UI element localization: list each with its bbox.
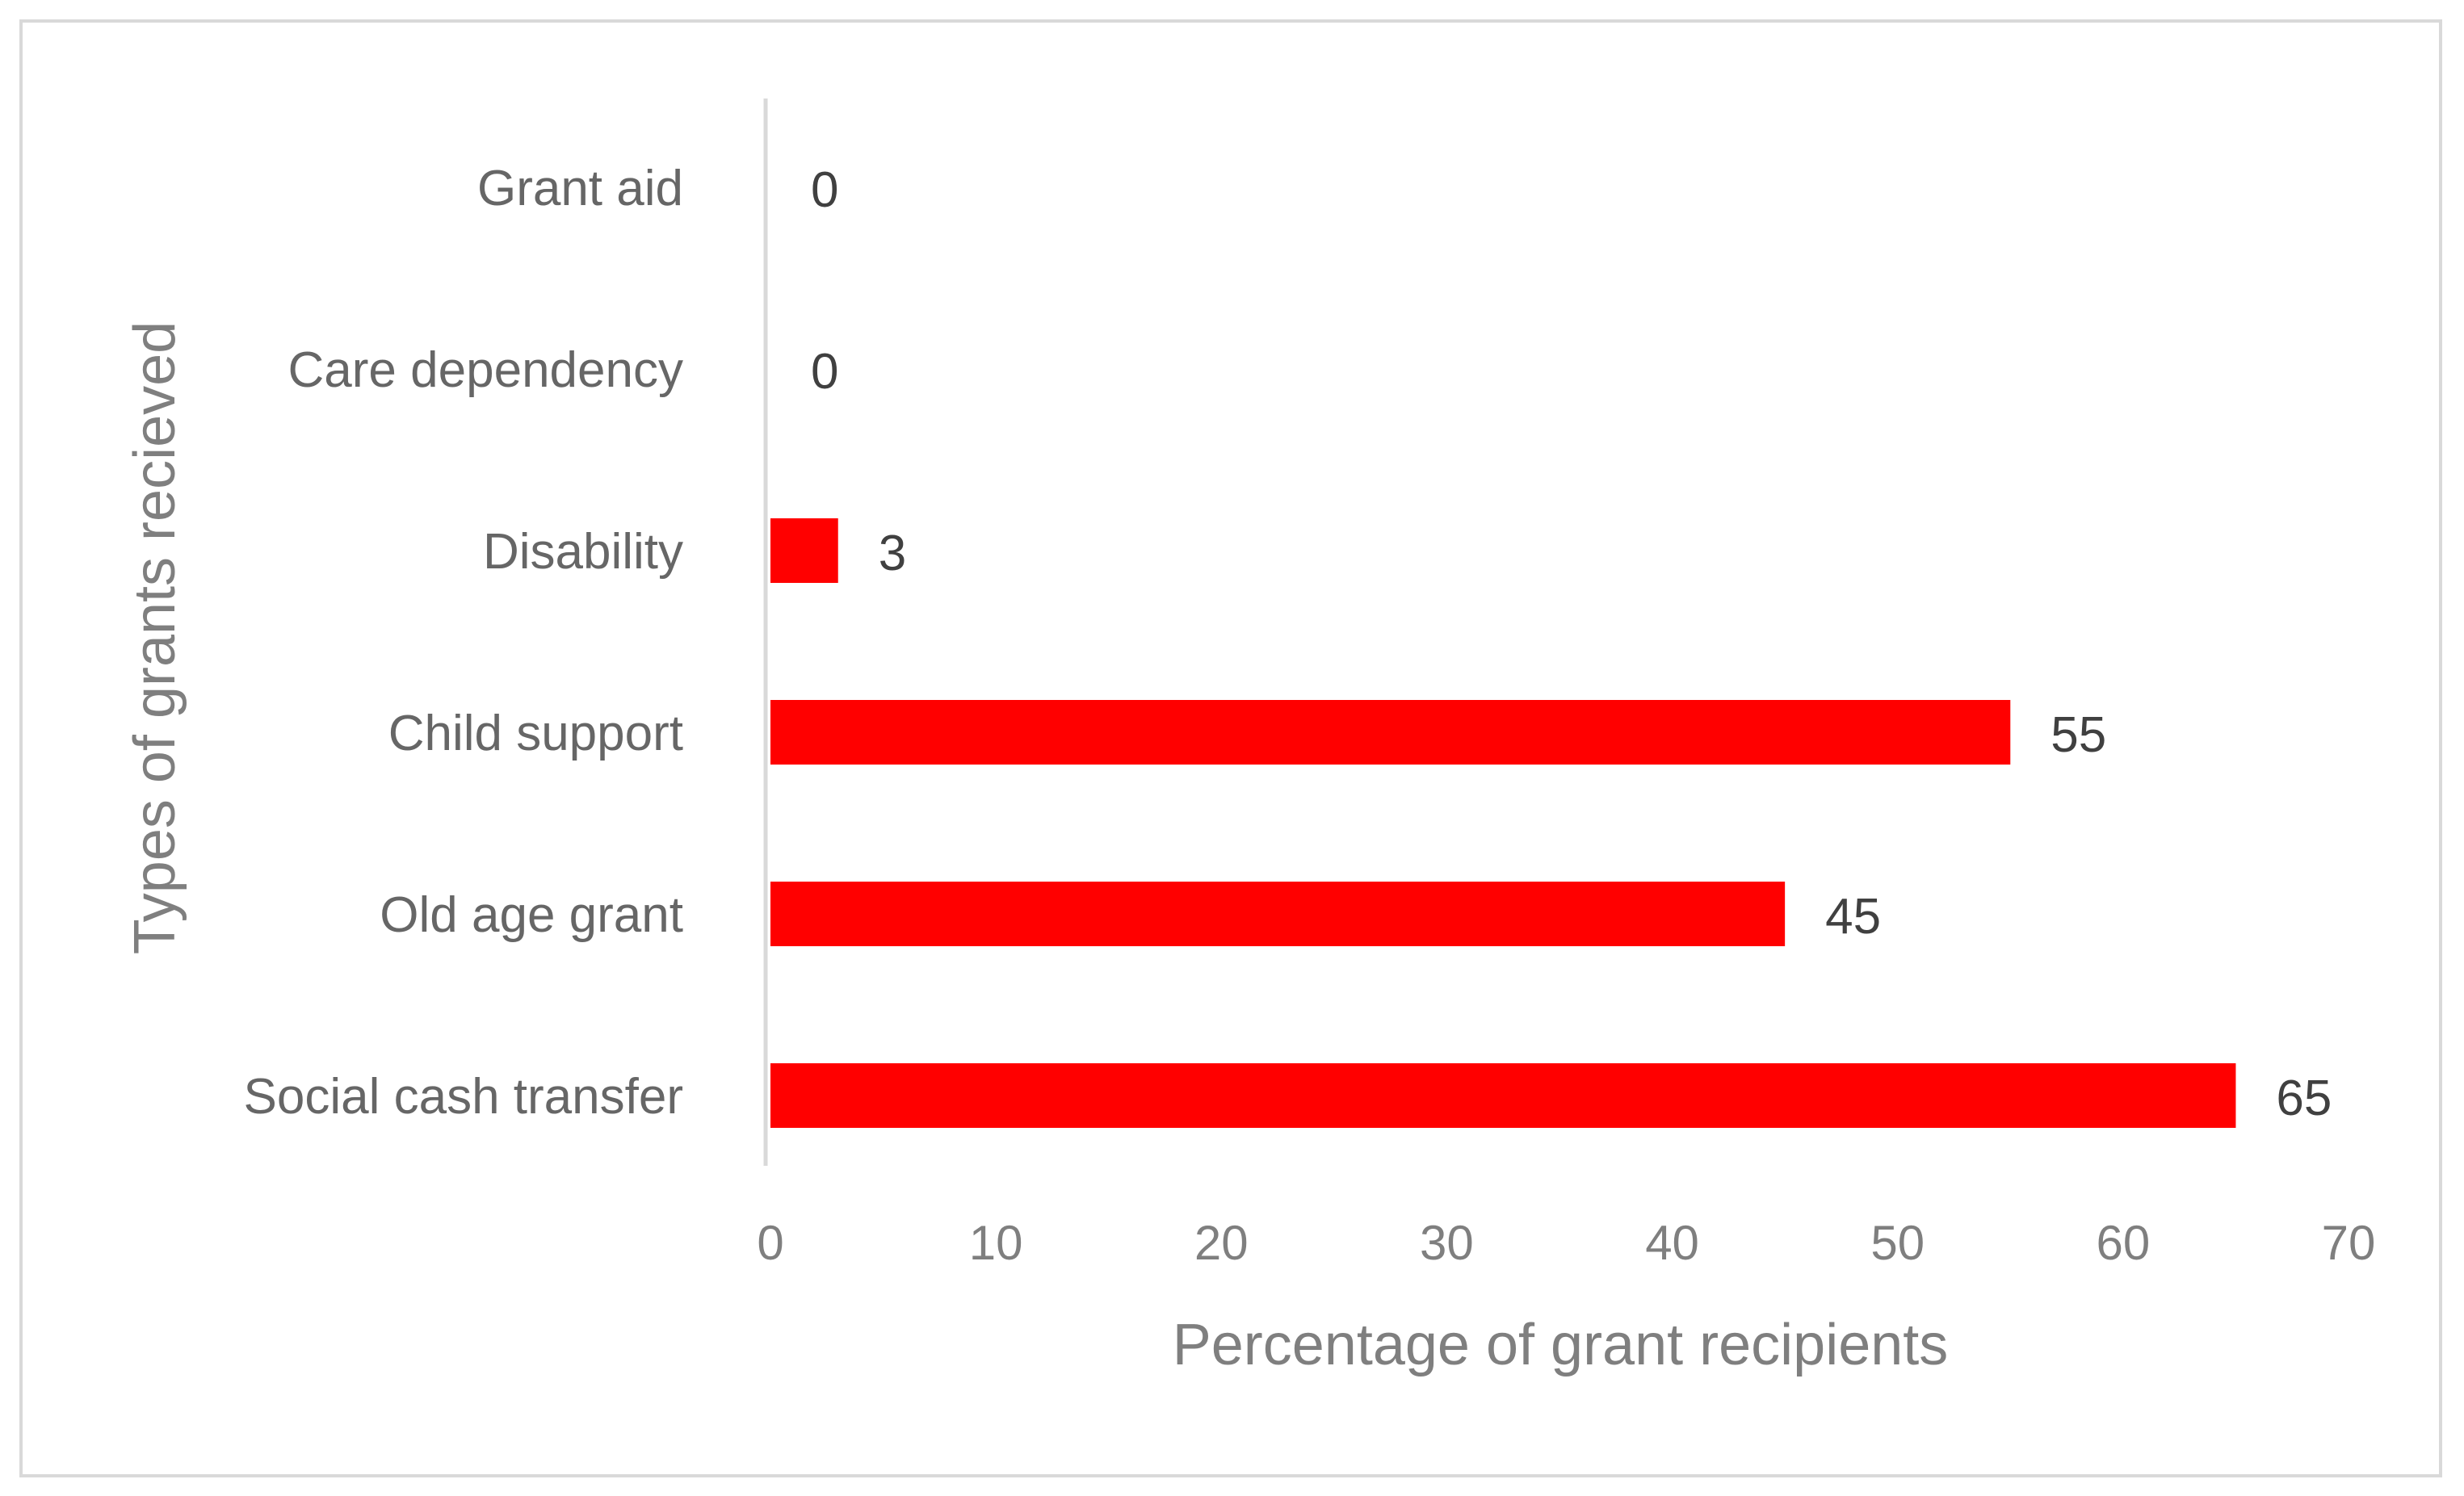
data-label-disability: 3 (879, 526, 906, 581)
x-tick-label-70: 70 (2322, 1216, 2376, 1270)
category-label-child-support: Child support (388, 706, 683, 761)
x-tick-label-60: 60 (2096, 1216, 2150, 1270)
category-label-disability: Disability (483, 524, 683, 580)
y-axis-title: Types of grants recieved (123, 321, 187, 954)
x-axis-title: Percentage of grant recipients (1173, 1313, 1949, 1377)
x-tick-label-10: 10 (969, 1216, 1023, 1270)
labels-layer: Grant aid 0 Care dependency 0 Disability 3 Chi… (244, 161, 2332, 1126)
x-tick-labels: 0 10 20 30 40 50 60 70 (757, 1216, 2375, 1270)
x-tick-label-30: 30 (1420, 1216, 1474, 1270)
data-label-child-support: 55 (2051, 707, 2106, 763)
bar-chart: Grant aid 0 Care dependency 0 Disability 3 Chi… (123, 98, 2375, 1377)
bar-old-age-grant (770, 882, 1786, 946)
category-label-old-age-grant: Old age grant (380, 887, 683, 943)
data-label-care-dependency: 0 (811, 344, 838, 400)
data-label-old-age-grant: 45 (1825, 889, 1881, 945)
category-label-social-cash-transfer: Social cash transfer (244, 1069, 683, 1125)
bars-layer (770, 518, 2236, 1128)
x-tick-label-0: 0 (757, 1216, 783, 1270)
data-label-grant-aid: 0 (811, 162, 838, 218)
x-tick-label-40: 40 (1645, 1216, 1699, 1270)
bar-social-cash-transfer (770, 1063, 2236, 1128)
bar-disability (770, 518, 838, 583)
bar-child-support (770, 700, 2011, 765)
category-label-grant-aid: Grant aid (477, 161, 683, 216)
x-tick-label-50: 50 (1870, 1216, 1925, 1270)
x-tick-label-20: 20 (1194, 1216, 1249, 1270)
category-label-care-dependency: Care dependency (288, 342, 683, 398)
chart-frame: Grant aid 0 Care dependency 0 Disability 3 Chi… (19, 19, 2442, 1477)
data-label-social-cash-transfer: 65 (2276, 1071, 2332, 1126)
